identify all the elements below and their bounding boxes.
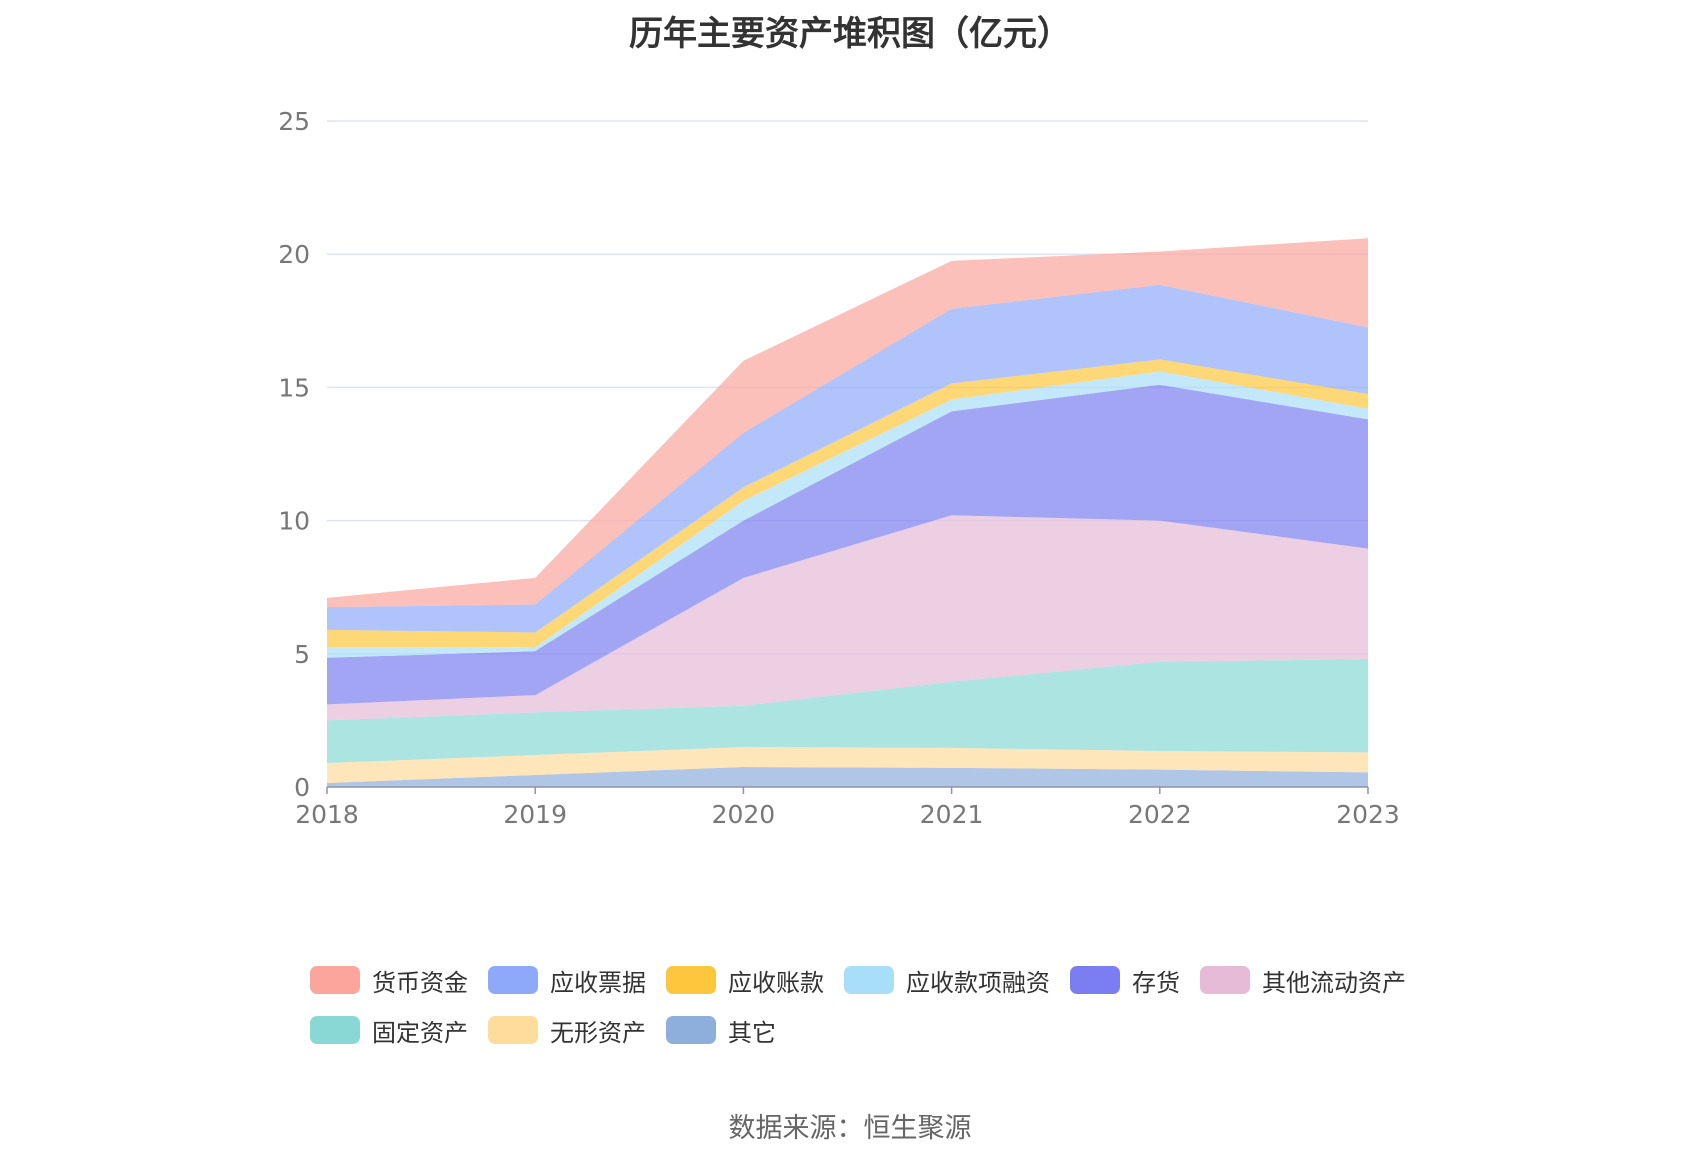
area-series [327, 659, 1368, 764]
x-tick-label: 2019 [503, 800, 567, 829]
area-series [327, 515, 1368, 721]
area-series [327, 747, 1368, 784]
x-tick-label: 2022 [1128, 800, 1192, 829]
area-series [327, 359, 1368, 648]
legend-item[interactable]: 应收款项融资 [844, 963, 1050, 998]
y-tick-label: 25 [278, 107, 310, 136]
area-series [327, 238, 1368, 608]
legend-item[interactable]: 无形资产 [488, 1013, 646, 1048]
legend-item[interactable]: 应收账款 [666, 963, 824, 998]
area-series [327, 384, 1368, 705]
legend-item[interactable]: 存货 [1070, 963, 1180, 998]
legend-label: 其它 [728, 1018, 776, 1047]
legend-label: 货币资金 [372, 968, 468, 997]
x-tick-label: 2021 [920, 800, 984, 829]
legend-label: 存货 [1132, 968, 1180, 997]
legend-swatch [310, 966, 360, 994]
legend-swatch [666, 1016, 716, 1044]
legend-label: 无形资产 [550, 1018, 646, 1047]
y-tick-label: 15 [278, 373, 310, 402]
legend: 货币资金 应收票据 应收账款 应收款项融资 存货 其他流动资产 固定资产 无形资产 其它 [310, 955, 1430, 1055]
legend-swatch [488, 966, 538, 994]
legend-swatch [310, 1016, 360, 1044]
legend-label: 应收款项融资 [906, 968, 1050, 997]
area-series [327, 767, 1368, 787]
legend-item[interactable]: 其它 [666, 1013, 776, 1048]
y-tick-label: 0 [294, 773, 310, 802]
legend-label: 应收账款 [728, 968, 824, 997]
legend-swatch [488, 1016, 538, 1044]
legend-row-2: 固定资产 无形资产 其它 [310, 1005, 1430, 1055]
legend-item[interactable]: 货币资金 [310, 963, 468, 998]
area-series [327, 371, 1368, 658]
legend-label: 其他流动资产 [1262, 968, 1406, 997]
legend-item[interactable]: 应收票据 [488, 963, 646, 998]
y-tick-label: 5 [294, 640, 310, 669]
legend-item[interactable]: 其他流动资产 [1200, 963, 1406, 998]
legend-swatch [666, 966, 716, 994]
legend-row-1: 货币资金 应收票据 应收账款 应收款项融资 存货 其他流动资产 [310, 955, 1430, 1005]
y-tick-label: 20 [278, 240, 310, 269]
area-series [327, 284, 1368, 633]
legend-swatch [1070, 966, 1120, 994]
legend-label: 应收票据 [550, 968, 646, 997]
y-tick-label: 10 [278, 507, 310, 536]
chart-title: 历年主要资产堆积图（亿元） [629, 14, 1071, 54]
x-tick-label: 2020 [712, 800, 776, 829]
legend-swatch [844, 966, 894, 994]
data-source-note: 数据来源：恒生聚源 [728, 1113, 972, 1144]
legend-label: 固定资产 [372, 1018, 468, 1047]
legend-swatch [1200, 966, 1250, 994]
legend-item[interactable]: 固定资产 [310, 1013, 468, 1048]
x-tick-label: 2018 [295, 800, 359, 829]
x-tick-label: 2023 [1336, 800, 1400, 829]
